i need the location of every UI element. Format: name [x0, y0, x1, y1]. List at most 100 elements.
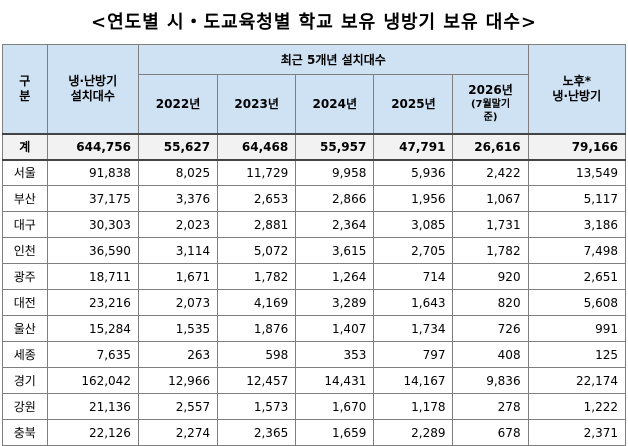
cell-y2025: 1,178	[373, 393, 454, 420]
cell-y2024: 1,659	[295, 419, 375, 446]
table-row-total: 계 644,756 55,627 64,468 55,957 47,791 26,616 79…	[2, 132, 627, 161]
table-row: 대구 30,303 2,023 2,881 2,364 3,085 1,731 3,186	[2, 211, 627, 238]
cell-y2025: 1,643	[373, 289, 454, 316]
cell-y2023: 598	[217, 341, 297, 368]
cell-y2022: 3,114	[137, 237, 219, 264]
table-row: 울산 15,284 1,535 1,876 1,407 1,734 726 991	[2, 315, 627, 342]
header-old-units-label: 노후* 냉·난방기	[552, 73, 602, 103]
cell-y2022: 3,376	[137, 185, 219, 212]
cell-y2025: 5,936	[373, 159, 454, 186]
cell-y2022: 2,557	[137, 393, 219, 420]
cell-y2026: 2,422	[452, 159, 529, 186]
header-year-2025: 2025년	[373, 74, 454, 134]
header-year-2022: 2022년	[137, 74, 219, 134]
cell-y2023: 1,573	[217, 393, 297, 420]
cell-y2022: 12,966	[137, 367, 219, 394]
table-body: 계 644,756 55,627 64,468 55,957 47,791 26,616 79…	[2, 132, 627, 446]
cell-region: 대구	[2, 211, 48, 238]
table-row: 부산 37,175 3,376 2,653 2,866 1,956 1,067 5,117	[2, 185, 627, 212]
table-row: 충북 22,126 2,274 2,365 1,659 2,289 678 2,371	[2, 419, 627, 446]
cell-y2026: 9,836	[452, 367, 529, 394]
cell-old: 991	[527, 315, 627, 342]
cell-region: 세종	[2, 341, 48, 368]
cell-region: 계	[2, 132, 48, 161]
table-row: 대전 23,216 2,073 4,169 3,289 1,643 820 5,608	[2, 289, 627, 316]
cell-y2024: 3,289	[295, 289, 375, 316]
cell-old: 2,371	[527, 419, 627, 446]
cell-total: 22,126	[46, 419, 139, 446]
header-year-2026-note: (7월말기 준)	[470, 99, 511, 124]
cell-y2026: 678	[452, 419, 529, 446]
header-recent-group: 최근 5개년 설치대수	[137, 44, 529, 75]
cell-old: 79,166	[527, 132, 627, 161]
cell-old: 125	[527, 341, 627, 368]
table-row: 세종 7,635 263 598 353 797 408 125	[2, 341, 627, 368]
cell-y2026: 1,782	[452, 237, 529, 264]
cell-y2022: 55,627	[137, 132, 219, 161]
header-total-units: 냉·난방기 설치대수	[46, 44, 139, 134]
cell-total: 7,635	[46, 341, 139, 368]
header-total-units-label: 냉·난방기 설치대수	[68, 73, 118, 103]
cell-y2023: 12,457	[217, 367, 297, 394]
cell-y2026: 26,616	[452, 132, 529, 161]
header-old-units: 노후* 냉·난방기	[527, 44, 627, 134]
cell-y2024: 55,957	[295, 132, 375, 161]
cell-total: 23,216	[46, 289, 139, 316]
cell-y2026: 278	[452, 393, 529, 420]
header-year-2024: 2024년	[295, 74, 375, 134]
cell-y2025: 47,791	[373, 132, 454, 161]
table-row: 광주 18,711 1,671 1,782 1,264 714 920 2,651	[2, 263, 627, 290]
cell-y2024: 14,431	[295, 367, 375, 394]
cell-total: 36,590	[46, 237, 139, 264]
cell-region: 서울	[2, 159, 48, 186]
cell-y2022: 2,073	[137, 289, 219, 316]
cell-y2026: 408	[452, 341, 529, 368]
cell-y2025: 1,734	[373, 315, 454, 342]
cell-total: 644,756	[46, 132, 139, 161]
cell-region: 경기	[2, 367, 48, 394]
cell-y2024: 3,615	[295, 237, 375, 264]
cell-y2023: 2,653	[217, 185, 297, 212]
cell-y2024: 1,670	[295, 393, 375, 420]
cell-y2023: 1,876	[217, 315, 297, 342]
page-title: <연도별 시・도교육청별 학교 보유 냉방기 보유 대수>	[91, 12, 537, 33]
cell-y2025: 1,956	[373, 185, 454, 212]
table-row: 경기 162,042 12,966 12,457 14,431 14,167 9,836 22…	[2, 367, 627, 394]
header-year-2026-label: 2026년	[468, 83, 513, 98]
cell-y2022: 1,535	[137, 315, 219, 342]
cell-y2026: 920	[452, 263, 529, 290]
cell-y2025: 714	[373, 263, 454, 290]
header-year-2023: 2023년	[217, 74, 297, 134]
cell-total: 18,711	[46, 263, 139, 290]
cell-y2025: 14,167	[373, 367, 454, 394]
table-row: 서울 91,838 8,025 11,729 9,958 5,936 2,422 13,549	[2, 159, 627, 186]
cell-region: 울산	[2, 315, 48, 342]
header-year-2026: 2026년 (7월말기 준)	[452, 74, 529, 134]
cell-y2025: 2,705	[373, 237, 454, 264]
cell-y2024: 1,264	[295, 263, 375, 290]
cell-y2022: 2,274	[137, 419, 219, 446]
cell-y2022: 1,671	[137, 263, 219, 290]
cell-total: 162,042	[46, 367, 139, 394]
cell-y2026: 1,067	[452, 185, 529, 212]
cell-y2024: 2,866	[295, 185, 375, 212]
cell-y2026: 820	[452, 289, 529, 316]
table-row: 인천 36,590 3,114 5,072 3,615 2,705 1,782 7,498	[2, 237, 627, 264]
cell-region: 광주	[2, 263, 48, 290]
cell-y2024: 1,407	[295, 315, 375, 342]
cell-old: 2,651	[527, 263, 627, 290]
cell-old: 5,117	[527, 185, 627, 212]
cell-region: 대전	[2, 289, 48, 316]
cell-old: 1,222	[527, 393, 627, 420]
cell-y2023: 1,782	[217, 263, 297, 290]
cell-total: 30,303	[46, 211, 139, 238]
cell-y2025: 797	[373, 341, 454, 368]
cell-total: 21,136	[46, 393, 139, 420]
cell-y2023: 2,365	[217, 419, 297, 446]
cell-region: 인천	[2, 237, 48, 264]
table-row: 강원 21,136 2,557 1,573 1,670 1,178 278 1,222	[2, 393, 627, 420]
cell-old: 3,186	[527, 211, 627, 238]
